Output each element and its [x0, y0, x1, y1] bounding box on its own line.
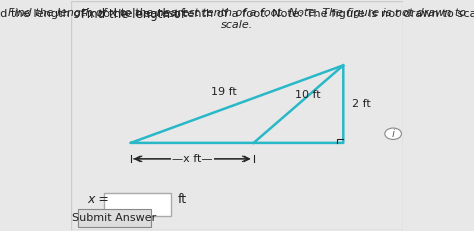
Text: x ft—: x ft— [177, 154, 207, 164]
Text: Find the length of x to the nearest tenth of a foot. Note: The figure is not dra: Find the length of x to the nearest tent… [8, 8, 466, 30]
Circle shape [385, 128, 401, 140]
Text: 2 ft: 2 ft [352, 99, 370, 109]
FancyBboxPatch shape [104, 193, 171, 216]
Text: ft: ft [177, 193, 186, 207]
Text: —x ft—: —x ft— [172, 154, 212, 164]
Text: 10 ft: 10 ft [295, 90, 321, 100]
Text: 19 ft: 19 ft [211, 87, 237, 97]
Text: x =: x = [88, 193, 109, 207]
Text: Find the length of: Find the length of [81, 8, 189, 21]
Text: i: i [392, 129, 395, 139]
Text: Submit Answer: Submit Answer [72, 213, 156, 223]
FancyBboxPatch shape [78, 209, 151, 227]
Text: Find the length of x to the nearest tenth of a foot. Note: The figure is not dra: Find the length of x to the nearest tent… [0, 9, 474, 19]
